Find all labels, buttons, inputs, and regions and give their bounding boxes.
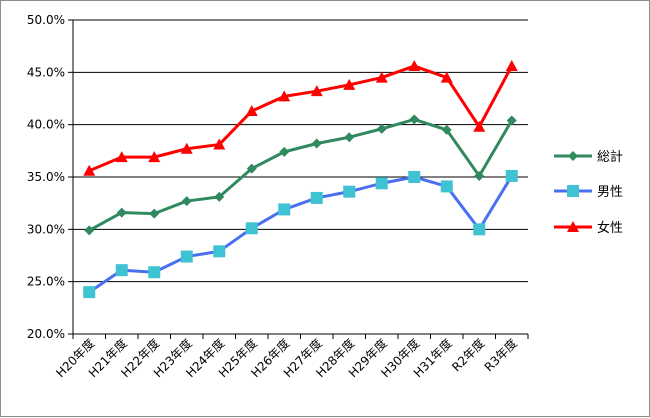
data-point-triangle [473,120,486,132]
data-point-square [115,264,128,277]
series-男性 [83,169,518,299]
data-point-triangle [83,164,96,176]
y-tick-label: 50.0% [27,13,65,27]
data-point-square [473,223,486,236]
data-point-triangle [310,85,323,97]
data-point-diamond [181,196,192,207]
data-point-triangle [505,60,518,72]
data-point-triangle [245,105,258,117]
data-point-diamond [344,132,355,143]
data-point-triangle [278,90,291,102]
data-point-triangle [180,142,193,154]
data-point-triangle [375,71,388,83]
x-axis: H20年度H21年度H22年度H23年度H24年度H25年度H26年度H27年度… [53,333,529,380]
data-point-square [408,171,421,183]
y-tick-label: 45.0% [27,65,65,79]
data-point-square [375,177,388,190]
series-女性 [83,60,518,176]
legend-item: 女性 [554,220,623,236]
data-point-diamond [474,170,485,181]
y-axis: 20.0% 25.0% 30.0% 35.0% 40.0% 45.0% 50.0% [27,13,74,341]
x-tick-label: R3年度 [481,336,520,375]
y-tick-label: 30.0% [27,222,65,236]
data-point-diamond [441,124,452,135]
series-lines [83,60,518,299]
data-point-diamond [311,138,322,149]
data-point-triangle [115,151,128,163]
y-tick-label: 25.0% [27,275,65,289]
y-tick-label: 35.0% [27,170,65,184]
legend-label: 男性 [597,185,623,200]
data-point-triangle [148,151,161,163]
series-line [88,64,514,173]
data-point-diamond [84,225,95,236]
data-point-square [440,180,453,193]
data-point-diamond [149,208,160,219]
legend-item: 総計 [554,149,623,165]
data-point-triangle [567,221,579,232]
data-point-triangle [440,71,453,83]
data-point-diamond [506,115,517,126]
gridlines [73,19,528,335]
data-point-square [505,169,518,182]
data-point-square [213,245,226,258]
data-point-triangle [213,138,226,150]
data-point-diamond [409,114,420,125]
data-point-diamond [116,207,127,218]
data-point-square [148,266,161,279]
data-point-diamond [246,163,257,174]
series-総計 [84,114,517,236]
x-tick-label: R2年度 [448,336,487,375]
data-point-triangle [343,78,356,90]
y-tick-label: 20.0% [27,327,65,341]
legend-item: 男性 [554,185,623,200]
data-point-diamond [568,151,578,161]
data-point-square [567,185,579,197]
data-point-square [180,250,193,263]
y-tick-label: 40.0% [27,118,65,132]
data-point-square [83,286,96,299]
data-point-triangle [408,60,421,72]
data-point-square [245,222,258,235]
series-line [88,117,514,232]
data-point-square [278,203,291,216]
legend-label: 総計 [597,149,623,165]
data-point-square [310,191,323,204]
data-point-diamond [376,123,387,134]
data-point-diamond [214,191,225,202]
data-point-square [343,185,356,198]
legend-label: 女性 [597,220,623,236]
data-point-diamond [279,146,290,157]
